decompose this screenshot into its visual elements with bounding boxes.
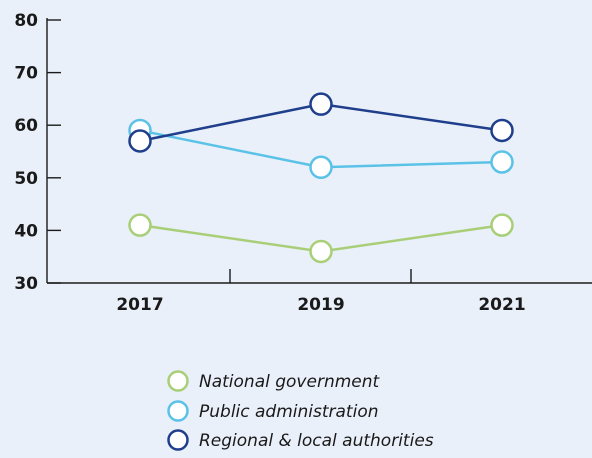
legend-label: Regional & local authorities [199, 431, 434, 451]
chart-axes [46, 18, 592, 284]
data-point [309, 239, 333, 264]
legend-label: Public administration [199, 402, 379, 422]
x-tick-label: 2021 [478, 295, 525, 315]
data-point [490, 150, 514, 174]
legend-marker [167, 429, 189, 451]
data-point [490, 118, 514, 143]
series-1 [128, 118, 514, 180]
y-tick-label: 60 [14, 116, 38, 136]
legend-item: National government [167, 370, 381, 392]
data-point [490, 213, 514, 237]
data-point [128, 129, 152, 153]
x-axis-ticks: 2017 2019 2021 [116, 269, 526, 315]
legend-item: Public administration [167, 400, 379, 422]
y-axis-ticks: 30 40 50 60 70 80 [14, 11, 61, 294]
x-tick-label: 2019 [297, 295, 344, 315]
y-tick-label: 40 [14, 221, 38, 241]
x-tick-label: 2017 [116, 295, 163, 315]
legend-label: National government [199, 372, 381, 392]
legend: National government Public administration… [167, 370, 434, 451]
legend-marker [167, 400, 189, 422]
y-tick-label: 30 [14, 274, 38, 294]
legend-marker [167, 370, 189, 392]
series-0 [128, 213, 514, 264]
data-point [309, 155, 333, 180]
series-2 [128, 92, 514, 153]
data-point [128, 213, 152, 237]
y-tick-label: 70 [14, 64, 38, 84]
series-layer [128, 92, 514, 264]
y-tick-label: 80 [14, 11, 38, 31]
data-point [309, 92, 333, 116]
y-tick-label: 50 [14, 169, 38, 189]
legend-item: Regional & local authorities [167, 429, 434, 451]
